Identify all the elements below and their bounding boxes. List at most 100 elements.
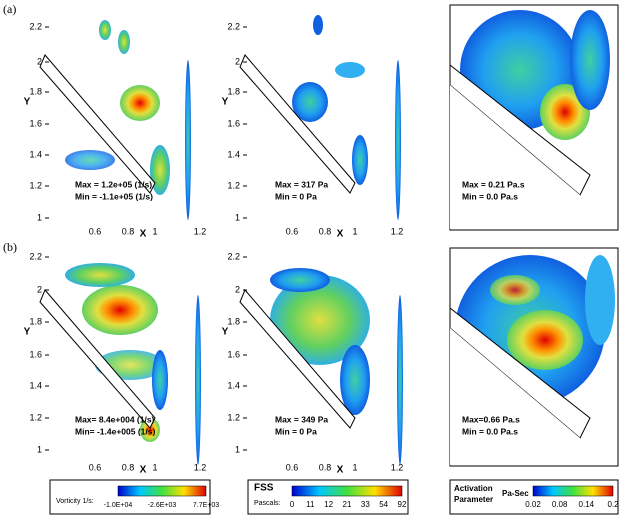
y-tick-label: 2.2 xyxy=(29,21,42,31)
colorbar-title: FSS xyxy=(254,483,274,494)
contour xyxy=(270,268,330,292)
annotation: Max = 349 Pa xyxy=(275,414,328,424)
colorbar-label: 92 xyxy=(398,500,407,509)
y-axis-label: Y xyxy=(24,97,31,108)
x-tick-label: 0.6 xyxy=(89,226,102,236)
y-tick-label: 1.8 xyxy=(227,316,240,326)
y-tick-label: 2.2 xyxy=(227,251,240,261)
y-tick-label: 1.4 xyxy=(227,149,240,159)
colorbar-label: 7.7E+03 xyxy=(193,502,219,509)
contour xyxy=(395,60,401,220)
contour xyxy=(195,295,201,465)
contour xyxy=(140,418,160,442)
annotation: Max= 8.4e+004 (1/s) xyxy=(75,414,155,424)
contour xyxy=(340,345,370,415)
colorbar-unit: Pa-Sec xyxy=(502,489,529,498)
contour xyxy=(490,275,540,305)
x-axis-label: X xyxy=(140,229,147,240)
y-tick-label: 1.4 xyxy=(29,380,42,390)
contour xyxy=(335,62,365,78)
plate xyxy=(239,54,356,194)
x-tick-label: 1 xyxy=(152,462,157,472)
annotation: Max = 1.2e+05 (1/s) xyxy=(75,179,152,189)
annotation: Min = 0.0 Pa.s xyxy=(462,191,518,201)
colorbar-label: 54 xyxy=(379,500,388,509)
contour xyxy=(118,30,130,54)
annotation: Max=0.66 Pa.s xyxy=(462,414,520,424)
y-tick-label: 2.2 xyxy=(29,251,42,261)
colorbar-label: 0.02 xyxy=(525,500,541,509)
colorbar xyxy=(291,485,403,497)
y-axis-label: Y xyxy=(222,97,229,108)
x-tick-label: 0.6 xyxy=(89,462,102,472)
mask xyxy=(450,328,580,465)
contour xyxy=(120,85,160,121)
y-tick-label: 1 xyxy=(235,212,240,222)
x-tick-label: 0.8 xyxy=(319,462,332,472)
colorbar-label: -2.6E+03 xyxy=(148,502,177,509)
annotation: Min = 0 Pa xyxy=(275,426,317,436)
y-tick-label: 1 xyxy=(235,444,240,454)
colorbar-label: 0.08 xyxy=(552,500,568,509)
contour xyxy=(313,15,323,35)
colorbar-label: 0.2 xyxy=(607,500,619,509)
y-tick-label: 1.6 xyxy=(29,118,42,128)
plate xyxy=(39,54,156,194)
colorbar-label: 21 xyxy=(343,500,352,509)
contour xyxy=(292,82,328,122)
x-tick-label: 0.8 xyxy=(319,226,332,236)
y-tick-label: 1.4 xyxy=(227,380,240,390)
colorbar xyxy=(532,485,614,497)
y-tick-label: 1.8 xyxy=(29,316,42,326)
colorbar-label: 11 xyxy=(306,500,315,509)
y-tick-label: 2 xyxy=(37,56,42,66)
x-axis-label: X xyxy=(337,465,344,476)
y-tick-label: 1.6 xyxy=(29,349,42,359)
contour xyxy=(65,263,135,287)
contour xyxy=(152,350,168,410)
colorbar-label: -1.0E+04 xyxy=(104,502,133,509)
contour xyxy=(352,135,368,185)
contour xyxy=(65,150,115,170)
contour xyxy=(397,295,403,465)
row-label: (b) xyxy=(3,240,17,254)
x-tick-label: 1 xyxy=(352,226,357,236)
y-tick-label: 1.2 xyxy=(227,180,240,190)
contour xyxy=(270,275,370,365)
annotation: Max = 317 Pa xyxy=(275,179,328,189)
colorbar-subtitle: Pascals: xyxy=(254,500,281,507)
x-tick-label: 1 xyxy=(352,462,357,472)
annotation: Min = -1.1e+05 (1/s) xyxy=(75,191,153,201)
annotation: Min = 0.0 Pa.s xyxy=(462,426,518,436)
contour xyxy=(507,310,583,370)
y-tick-label: 1.2 xyxy=(29,412,42,422)
contour xyxy=(99,20,111,40)
colorbar-frame xyxy=(49,479,211,515)
y-tick-label: 2 xyxy=(235,284,240,294)
colorbar xyxy=(117,485,207,497)
mask xyxy=(450,85,580,229)
y-tick-label: 1.6 xyxy=(227,349,240,359)
y-tick-label: 1 xyxy=(37,212,42,222)
contour xyxy=(570,10,610,110)
y-tick-label: 1.8 xyxy=(227,86,240,96)
colorbar-frame xyxy=(247,479,409,515)
contour xyxy=(185,60,191,220)
y-axis-label: Y xyxy=(24,327,31,338)
x-tick-label: 0.8 xyxy=(122,226,135,236)
x-tick-label: 0.8 xyxy=(122,462,135,472)
row-label: (a) xyxy=(3,2,16,16)
contour xyxy=(585,255,615,345)
x-tick-label: 1.2 xyxy=(194,462,207,472)
annotation: Min = 0 Pa xyxy=(275,191,317,201)
y-tick-label: 1.4 xyxy=(29,149,42,159)
colorbar-label: 33 xyxy=(361,500,370,509)
plate xyxy=(39,289,156,429)
y-tick-label: 1.8 xyxy=(29,86,42,96)
x-tick-label: 1.2 xyxy=(391,462,404,472)
x-axis-label: X xyxy=(337,229,344,240)
colorbar-label: 12 xyxy=(324,500,333,509)
annotation: Min= -1.4e+005 (1/s) xyxy=(75,426,155,436)
contour xyxy=(82,285,158,335)
